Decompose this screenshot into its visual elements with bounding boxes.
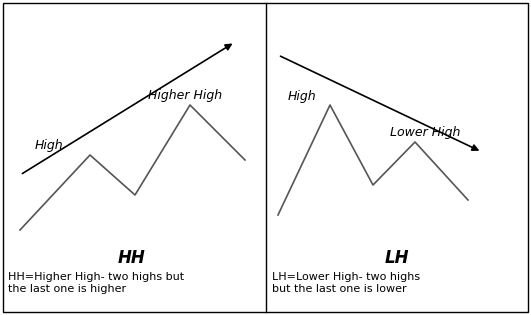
- Text: High: High: [35, 139, 64, 152]
- Text: Lower High: Lower High: [390, 126, 460, 139]
- Text: HH=Higher High- two highs but
the last one is higher: HH=Higher High- two highs but the last o…: [8, 272, 184, 294]
- Text: HH: HH: [118, 249, 146, 267]
- Text: Higher High: Higher High: [148, 89, 222, 102]
- Text: LH=Lower High- two highs
but the last one is lower: LH=Lower High- two highs but the last on…: [272, 272, 420, 294]
- Text: LH: LH: [385, 249, 409, 267]
- Text: High: High: [288, 90, 316, 103]
